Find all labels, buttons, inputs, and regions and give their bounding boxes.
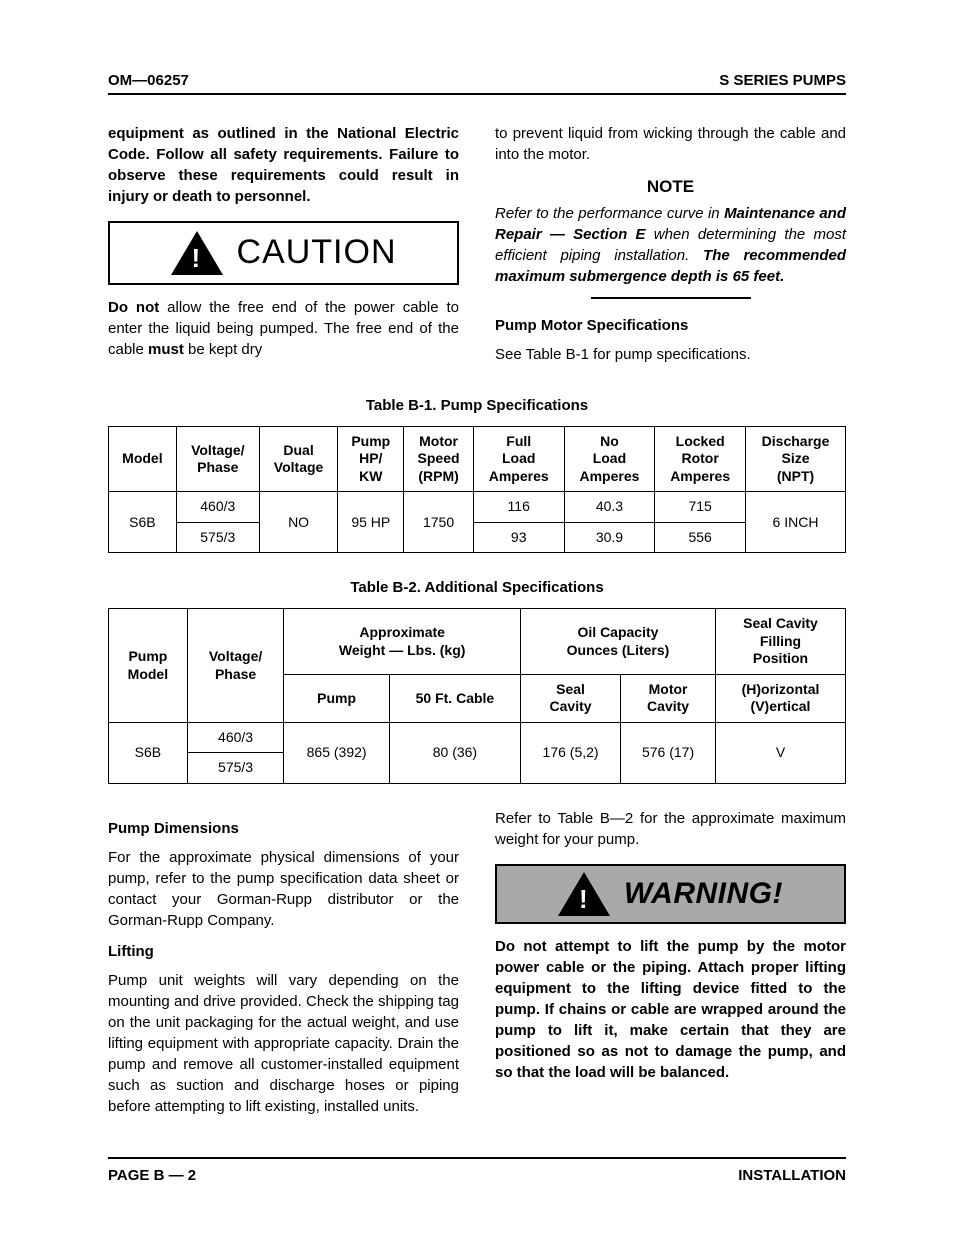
td-lra2: 556 (655, 522, 746, 553)
table-row: Model Voltage/ Phase Dual Voltage Pump H… (109, 426, 846, 492)
td-fla2: 93 (473, 522, 564, 553)
th-hp: Pump HP/ KW (338, 426, 404, 492)
th-rpm: Motor Speed (RPM) (404, 426, 474, 492)
td-v2: 575/3 (187, 753, 284, 784)
bottom-columns: Pump Dimensions For the approximate phys… (108, 808, 846, 1127)
right-column: to prevent liquid from wicking through t… (495, 123, 846, 375)
th-wt: Approximate Weight — Lbs. (kg) (284, 609, 521, 675)
td-fla1: 116 (473, 492, 564, 523)
th-disch: Discharge Size (NPT) (746, 426, 846, 492)
caution-para: Do not allow the free end of the power c… (108, 297, 459, 360)
th-seal: Seal Cavity Filling Position (715, 609, 845, 675)
td-disch: 6 INCH (746, 492, 846, 553)
td-oils: 176 (5,2) (520, 722, 620, 783)
th-pump: Pump (284, 674, 390, 722)
left-column: equipment as outlined in the National El… (108, 123, 459, 375)
table-row: S6B 460/3 NO 95 HP 1750 116 40.3 715 6 I… (109, 492, 846, 523)
left-column-lower: Pump Dimensions For the approximate phys… (108, 808, 459, 1127)
td-pos: V (715, 722, 845, 783)
warning-triangle-icon (171, 231, 223, 275)
top-columns: equipment as outlined in the National El… (108, 123, 846, 375)
th-cable: 50 Ft. Cable (389, 674, 520, 722)
th-vp: Voltage/ Phase (176, 426, 259, 492)
caution-box: CAUTION (108, 221, 459, 285)
header-left: OM—06257 (108, 70, 189, 91)
footer-right: INSTALLATION (738, 1165, 846, 1186)
table-b1: Model Voltage/ Phase Dual Voltage Pump H… (108, 426, 846, 554)
td-v1: 460/3 (176, 492, 259, 523)
table-row: 575/3 93 30.9 556 (109, 522, 846, 553)
th-vp: Voltage/ Phase (187, 609, 284, 723)
note-heading: NOTE (495, 175, 846, 199)
safety-para: equipment as outlined in the National El… (108, 123, 459, 207)
warning-para: Do not attempt to lift the pump by the m… (495, 936, 846, 1083)
th-model: Pump Model (109, 609, 188, 723)
warning-label: WARNING! (624, 873, 783, 915)
lifting-heading: Lifting (108, 941, 459, 962)
th-oil: Oil Capacity Ounces (Liters) (520, 609, 715, 675)
th-model: Model (109, 426, 177, 492)
td-nla2: 30.9 (564, 522, 655, 553)
td-oilm: 576 (17) (621, 722, 716, 783)
td-nla1: 40.3 (564, 492, 655, 523)
th-hv: (H)orizontal (V)ertical (715, 674, 845, 722)
table2-title: Table B-2. Additional Specifications (108, 577, 846, 598)
td-v2: 575/3 (176, 522, 259, 553)
td-wtc: 80 (36) (389, 722, 520, 783)
td-dual: NO (259, 492, 337, 553)
th-lra: Locked Rotor Amperes (655, 426, 746, 492)
td-model: S6B (109, 722, 188, 783)
footer-left: PAGE B — 2 (108, 1165, 196, 1186)
td-model: S6B (109, 492, 177, 553)
page-footer: PAGE B — 2 INSTALLATION (108, 1157, 846, 1186)
th-sc: Seal Cavity (520, 674, 620, 722)
right-column-lower: Refer to Table B—2 for the approximate m… (495, 808, 846, 1127)
th-nla: No Load Amperes (564, 426, 655, 492)
header-right: S SERIES PUMPS (719, 70, 846, 91)
pump-dims-para: For the approximate physical dimensions … (108, 847, 459, 931)
table-b2: Pump Model Voltage/ Phase Approximate We… (108, 608, 846, 784)
lifting-para: Pump unit weights will vary depending on… (108, 970, 459, 1117)
refer-b2-para: Refer to Table B—2 for the approximate m… (495, 808, 846, 850)
td-hp: 95 HP (338, 492, 404, 553)
caution-label: CAUTION (237, 229, 397, 277)
note-para: Refer to the performance curve in Mainte… (495, 203, 846, 287)
td-v1: 460/3 (187, 722, 284, 753)
pump-motor-spec-heading: Pump Motor Specifications (495, 315, 846, 336)
page-header: OM—06257 S SERIES PUMPS (108, 70, 846, 95)
table1-title: Table B-1. Pump Specifications (108, 395, 846, 416)
warning-triangle-icon (558, 872, 610, 916)
th-fla: Full Load Amperes (473, 426, 564, 492)
td-lra1: 715 (655, 492, 746, 523)
note-divider (591, 297, 751, 299)
wick-para: to prevent liquid from wicking through t… (495, 123, 846, 165)
table-row: S6B 460/3 865 (392) 80 (36) 176 (5,2) 57… (109, 722, 846, 753)
table-row: Pump Model Voltage/ Phase Approximate We… (109, 609, 846, 675)
warning-box: WARNING! (495, 864, 846, 924)
td-wtp: 865 (392) (284, 722, 390, 783)
pump-dims-heading: Pump Dimensions (108, 818, 459, 839)
th-mc: Motor Cavity (621, 674, 716, 722)
th-dual: Dual Voltage (259, 426, 337, 492)
see-table-para: See Table B-1 for pump specifications. (495, 344, 846, 365)
td-rpm: 1750 (404, 492, 474, 553)
